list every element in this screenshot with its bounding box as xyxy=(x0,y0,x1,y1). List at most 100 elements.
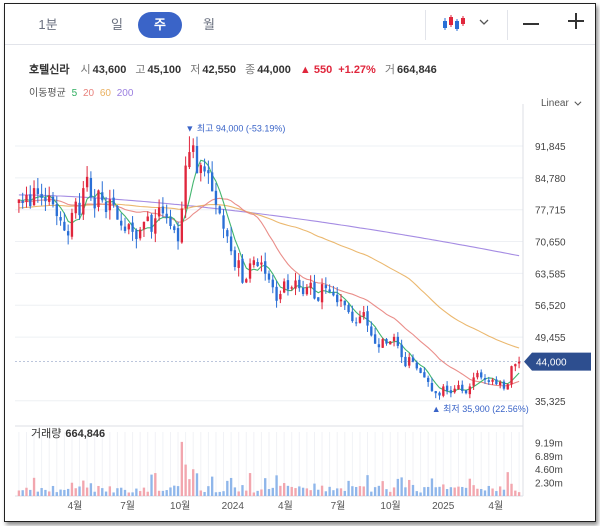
volume-bar xyxy=(305,488,309,496)
candle-body xyxy=(411,357,415,362)
volume-bar xyxy=(468,478,472,496)
volume-bar xyxy=(127,492,130,496)
candle-body xyxy=(36,188,40,194)
volume-bar xyxy=(377,485,381,496)
x-axis-label: 2025 xyxy=(432,501,455,512)
volume-bar xyxy=(271,487,274,496)
volume-bar xyxy=(108,486,112,496)
candle-body xyxy=(135,230,138,240)
volume-bar xyxy=(400,477,403,496)
volume-bar xyxy=(131,492,134,496)
volume-bar xyxy=(294,488,297,496)
candle-body xyxy=(48,195,51,202)
volume-bar xyxy=(25,487,28,496)
volume-bar xyxy=(63,489,66,496)
close-value: 44,000 xyxy=(257,64,291,76)
tab-day[interactable]: 일 xyxy=(111,17,123,32)
candle-body xyxy=(324,285,328,289)
volume-bar xyxy=(502,489,506,496)
volume-bar xyxy=(347,480,350,496)
volume-bar xyxy=(157,490,161,496)
candle-body xyxy=(362,312,365,317)
candle-body xyxy=(245,279,248,283)
volume-bar xyxy=(176,486,180,496)
volume-bar xyxy=(195,473,199,496)
candle-body xyxy=(294,280,297,289)
volume-bar xyxy=(55,492,58,496)
tab-month[interactable]: 월 xyxy=(203,17,215,32)
volume-bar xyxy=(21,490,24,496)
candle-body xyxy=(347,305,350,313)
candle-body xyxy=(241,258,244,283)
volume-bar xyxy=(214,492,218,496)
volume-bar xyxy=(70,482,74,496)
volume-bar xyxy=(464,487,468,496)
volume-bar xyxy=(245,490,248,496)
candle-body xyxy=(256,262,259,267)
candle-body xyxy=(487,380,490,382)
candle-body xyxy=(184,165,187,209)
candle-body xyxy=(29,194,32,207)
chart-type-selector[interactable] xyxy=(435,11,505,37)
candle-body xyxy=(146,216,149,222)
volume-bar xyxy=(328,486,331,496)
volume-panel-title: 거래량 664,846 xyxy=(31,425,105,441)
plus-icon[interactable] xyxy=(566,11,586,31)
candle-body xyxy=(517,361,521,364)
candle-body xyxy=(495,379,498,385)
volume-bar xyxy=(373,487,377,496)
volume-bar xyxy=(389,491,392,496)
volume-bar xyxy=(336,488,339,496)
candle-body xyxy=(457,385,460,390)
volume-bar xyxy=(29,489,32,496)
volume-bar xyxy=(210,476,214,496)
candle-body xyxy=(408,357,411,366)
volume-bar xyxy=(199,490,202,496)
volume-bar xyxy=(226,480,229,496)
minus-icon[interactable] xyxy=(523,23,539,25)
scale-selector[interactable]: Linear xyxy=(541,98,579,109)
volume-bar xyxy=(495,491,498,496)
moving-average-legend[interactable]: 이동평균 5 20 60 200 xyxy=(29,84,136,99)
candle-body xyxy=(40,193,43,199)
candle-body xyxy=(445,385,449,391)
volume-bar xyxy=(161,490,165,496)
tab-minute[interactable]: 1분 xyxy=(38,17,58,32)
volume-bar xyxy=(411,484,415,496)
volume-bar xyxy=(93,491,96,496)
candle-body xyxy=(97,190,100,208)
tab-week[interactable]: 주 xyxy=(138,12,182,38)
volume-bar xyxy=(229,477,233,496)
volume-bar xyxy=(385,489,388,496)
max-price-annotation: ▼ 최고 94,000 (-53.19%) xyxy=(185,123,285,133)
volume-bar xyxy=(78,486,81,496)
volume-bar xyxy=(123,489,127,496)
candle-body xyxy=(423,372,426,378)
ma-200-label: 200 xyxy=(116,88,134,99)
volume-bar xyxy=(173,485,176,496)
volume-bar xyxy=(457,486,460,496)
candle-body xyxy=(275,286,278,301)
candle-body xyxy=(165,213,168,218)
volume-bar xyxy=(241,485,244,496)
volume-bar xyxy=(260,489,263,496)
stock-name: 호텔신라 xyxy=(29,64,70,76)
chevron-down-icon[interactable] xyxy=(479,17,489,29)
volume-bar xyxy=(150,474,153,496)
candle-body xyxy=(142,221,146,230)
candle-body xyxy=(389,341,392,345)
x-axis-label: 7월 xyxy=(331,500,346,512)
volume-bar xyxy=(233,487,237,496)
price-chart[interactable]: 91,845 84,780 77,715 70,650 63,585 56,520 49,4… xyxy=(5,4,595,521)
candle-body xyxy=(218,206,221,214)
candle-body xyxy=(127,224,130,230)
candle-body xyxy=(74,201,77,214)
candle-body xyxy=(491,379,494,382)
candle-body xyxy=(354,322,358,324)
candle-body xyxy=(112,197,115,205)
candle-body xyxy=(180,208,184,243)
candle-body xyxy=(419,368,422,373)
volume-bar xyxy=(282,483,286,496)
candle-body xyxy=(377,344,381,348)
